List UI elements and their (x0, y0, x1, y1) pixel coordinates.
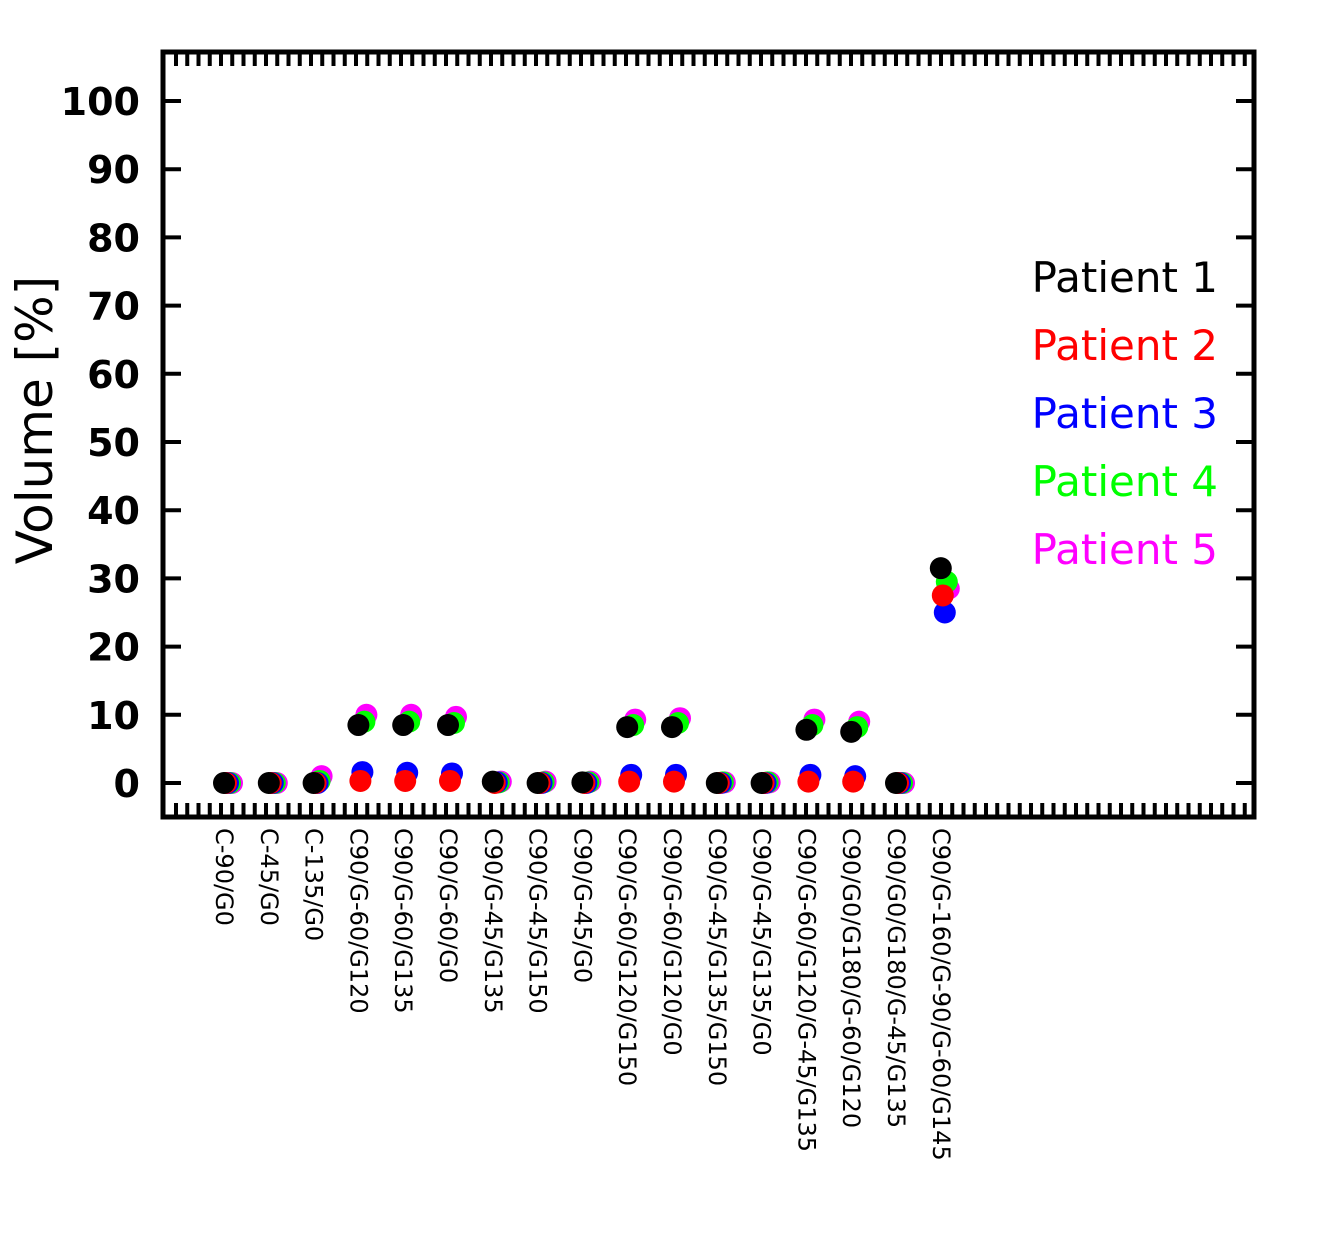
x-tick-label: C90/G-45/G0 (568, 828, 596, 983)
data-point (616, 716, 639, 739)
x-tick-label: C-90/G0 (210, 828, 238, 926)
y-tick-label: 90 (87, 148, 140, 192)
data-point (349, 769, 372, 792)
legend-entry: Patient 3 (1032, 389, 1218, 438)
data-point (842, 770, 865, 793)
x-tick-label: C90/G-60/G120/G-45/G135 (792, 828, 820, 1152)
data-point (663, 770, 685, 793)
data-point (705, 772, 728, 794)
legend-entry: Patient 5 (1032, 525, 1218, 574)
y-axis-label: Volume [%] (6, 276, 64, 564)
legend-entry: Patient 1 (1032, 253, 1218, 302)
y-tick-label: 30 (87, 557, 140, 601)
data-point (750, 772, 773, 794)
data-point (213, 772, 235, 794)
legend-entry: Patient 2 (1032, 321, 1218, 370)
y-tick-label: 50 (87, 421, 140, 465)
y-tick-label: 40 (87, 489, 140, 533)
y-tick-label: 10 (87, 694, 140, 738)
y-tick-label: 100 (61, 80, 140, 124)
data-point (885, 772, 907, 794)
category-labels: C-90/G0 C-45/G0 C-135/G0 C90/G-60/G120 C90/G… (210, 828, 955, 1161)
data-point (526, 772, 549, 794)
x-tick-label: C90/G-160/G-90/G-60/G145 (927, 828, 955, 1161)
data-point (840, 720, 863, 743)
x-tick-label: C90/G-60/G120/G150 (613, 828, 641, 1086)
y-tick-label: 60 (87, 353, 140, 397)
x-tick-label: C-45/G0 (255, 828, 283, 926)
data-point (795, 718, 818, 741)
data-point (929, 557, 952, 580)
x-tick-label: C90/G-60/G135 (389, 828, 417, 1014)
data-point (302, 772, 325, 794)
data-point (931, 584, 954, 607)
y-tick-label: 20 (87, 626, 140, 670)
x-tick-label: C90/G-60/G120 (344, 828, 372, 1014)
data-point (394, 769, 417, 792)
legend: Patient 1 Patient 2 Patient 3 Patient 4 Pati… (1032, 253, 1218, 574)
x-tick-label: C90/G-60/G0 (434, 828, 462, 983)
legend-entry: Patient 4 (1032, 457, 1218, 506)
x-tick-label: C-135/G0 (300, 828, 328, 941)
x-tick-label: C90/G0/G180/G-60/G120 (837, 828, 865, 1128)
data-point (661, 716, 683, 739)
y-tick-label: 80 (87, 216, 140, 260)
data-point (439, 769, 461, 792)
data-point (392, 714, 415, 737)
data-point (618, 770, 641, 793)
data-point (571, 771, 594, 794)
x-tick-label: C90/G-45/G135/G0 (748, 828, 776, 1056)
x-tick-label: C90/G0/G180/G-45/G135 (882, 828, 910, 1128)
data-point (481, 770, 504, 793)
y-tick-label: 70 (87, 285, 140, 329)
data-point (437, 714, 459, 737)
data-point (257, 772, 280, 794)
x-tick-label: C90/G-45/G135/G150 (703, 828, 731, 1086)
x-tick-label: C90/G-45/G135 (479, 828, 507, 1014)
data-points (213, 557, 960, 794)
data-point (347, 714, 370, 737)
axes: 0 10 20 30 40 50 60 70 80 90 100 (61, 49, 1257, 820)
y-tick-label: 0 (114, 762, 140, 806)
data-point (933, 601, 956, 624)
x-tick-label: C90/G-60/G120/G0 (658, 828, 686, 1056)
x-tick-label: C90/G-45/G150 (524, 828, 552, 1014)
plot-frame (160, 49, 1257, 820)
data-point (797, 770, 820, 793)
